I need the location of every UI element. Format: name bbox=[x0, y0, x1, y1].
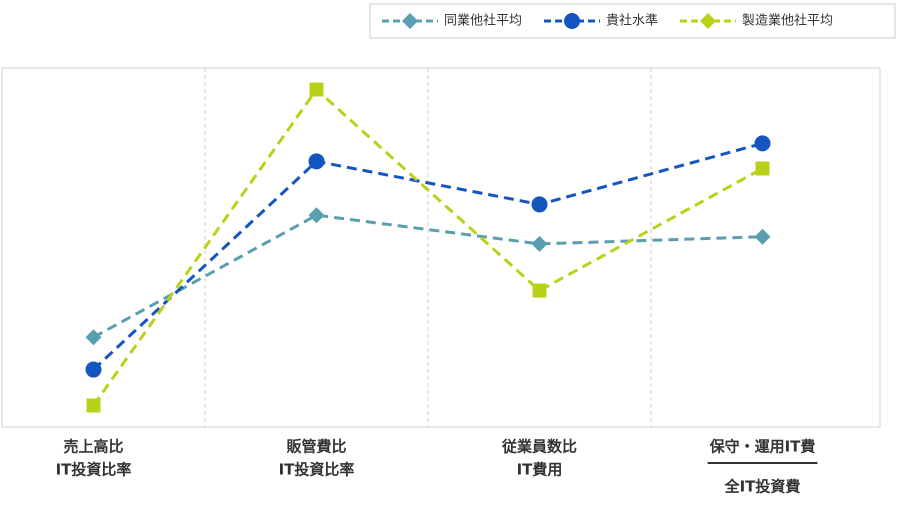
legend-box bbox=[369, 3, 896, 39]
x-tick-label: 保守・運用IT費 bbox=[709, 438, 816, 456]
legend-label: 貴社水準 bbox=[606, 13, 658, 29]
marker bbox=[308, 153, 325, 170]
marker bbox=[86, 398, 101, 413]
series-line bbox=[92, 141, 763, 371]
marker bbox=[308, 207, 325, 224]
marker bbox=[532, 283, 547, 298]
x-tick-label: IT費用 bbox=[517, 461, 563, 479]
legend-label: 同業他社平均 bbox=[444, 13, 522, 29]
x-tick-label: IT投資比率 bbox=[56, 461, 132, 479]
marker bbox=[402, 13, 418, 29]
x-tick-label: IT投資比率 bbox=[279, 461, 355, 479]
marker bbox=[85, 329, 102, 346]
x-tick-label: 販管費比 bbox=[286, 438, 346, 456]
marker bbox=[531, 196, 548, 213]
x-tick-label: 従業員数比 bbox=[501, 438, 577, 456]
plot-border bbox=[1, 67, 881, 428]
marker bbox=[754, 135, 771, 152]
x-tick-label: 売上高比 bbox=[63, 438, 123, 456]
marker bbox=[754, 228, 771, 245]
marker bbox=[700, 13, 717, 29]
legend: 同業他社平均 貴社水準 製造業他社平均 bbox=[369, 3, 896, 39]
marker bbox=[309, 82, 324, 97]
marker bbox=[531, 235, 548, 252]
marker bbox=[564, 13, 581, 29]
x-tick-label: 全IT投資費 bbox=[724, 478, 801, 496]
marker bbox=[755, 161, 770, 176]
marker bbox=[85, 361, 102, 378]
series-line bbox=[92, 87, 764, 407]
legend-label: 製造業他社平均 bbox=[742, 13, 833, 29]
